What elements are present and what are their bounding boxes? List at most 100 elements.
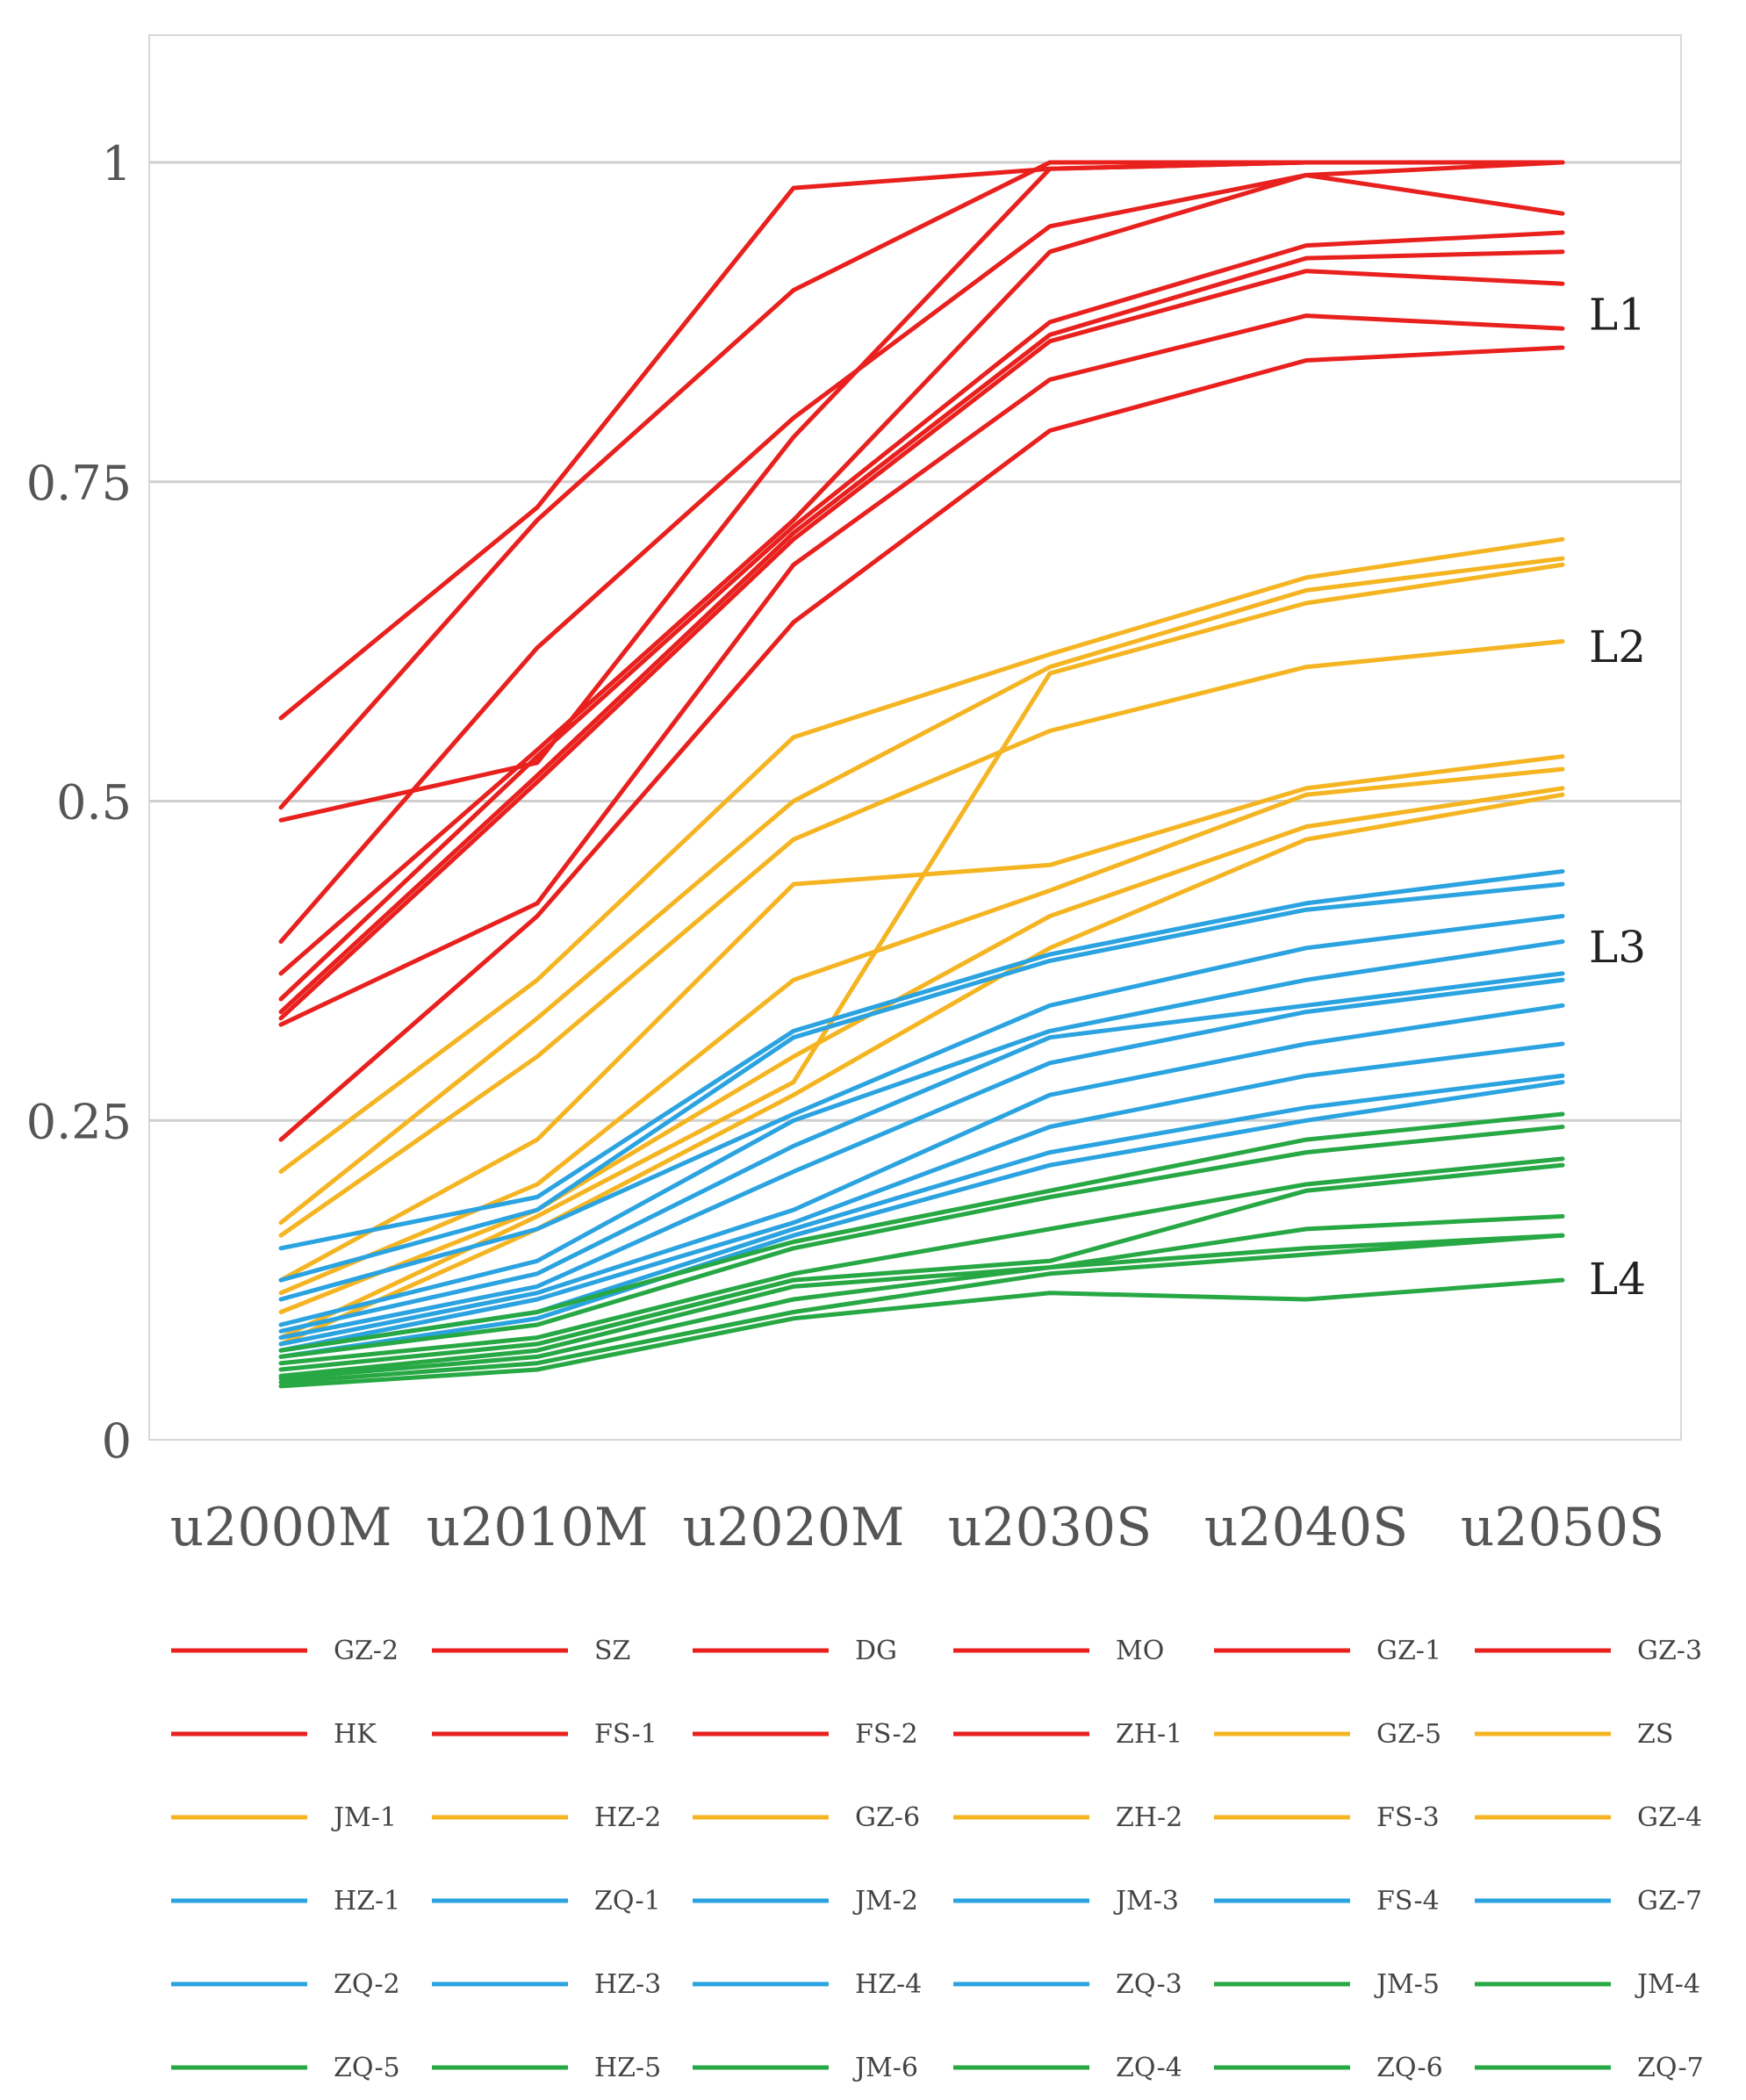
legend-label: GZ-6 [855, 1802, 920, 1833]
series-line-ZQ-6 [278, 1233, 1565, 1384]
legend-item-FS-3: FS-3 [1214, 1802, 1440, 1833]
series-line-JM-5 [278, 1111, 1565, 1353]
series-line-GZ-4 [278, 792, 1565, 1347]
legend-label: ZS [1637, 1719, 1673, 1750]
series-line-ZQ-2 [278, 1003, 1565, 1347]
series-line-GZ-1 [278, 173, 1565, 976]
series-line-ZH-1 [278, 345, 1565, 1142]
legend-label: FS-2 [855, 1719, 918, 1750]
legend-item-JM-3: JM-3 [953, 1886, 1179, 1917]
series-line-JM-2 [278, 914, 1565, 1302]
series-line-JM-6 [278, 1213, 1565, 1378]
level-label: L2 [1589, 622, 1646, 672]
legend-label: ZQ-7 [1637, 2053, 1704, 2083]
level-label: L1 [1589, 290, 1646, 341]
legend-label: JM-2 [852, 1886, 918, 1917]
legend-label: ZH-2 [1116, 1802, 1182, 1833]
legend-label: JM-5 [1374, 1969, 1440, 2000]
legend-item-GZ-7: GZ-7 [1475, 1886, 1702, 1917]
series-line-GZ-3 [278, 230, 1565, 1002]
series-line-SZ [278, 160, 1565, 810]
series-line-FS-4 [278, 971, 1565, 1334]
legend-label: HZ-5 [594, 2053, 661, 2083]
plot-frame [148, 34, 1682, 1441]
legend-item-GZ-6: GZ-6 [693, 1802, 920, 1833]
legend-label: SZ [594, 1636, 630, 1666]
legend-item-DG: DG [693, 1636, 897, 1666]
y-tick-label: 1 [102, 136, 132, 191]
legend-label: ZQ-1 [594, 1886, 661, 1917]
legend-label: GZ-3 [1637, 1636, 1702, 1666]
legend-item-MO: MO [953, 1636, 1164, 1666]
series-line-JM-4 [278, 1125, 1565, 1359]
series-line-FS-1 [278, 269, 1565, 1021]
legend-item-HZ-1: HZ-1 [171, 1886, 400, 1917]
legend-item-HZ-4: HZ-4 [693, 1969, 922, 2000]
series-line-ZQ-5 [278, 1156, 1565, 1366]
legend-item-ZQ-6: ZQ-6 [1214, 2053, 1443, 2083]
legend-item-SZ: SZ [432, 1636, 630, 1666]
x-tick-label: u2020M [683, 1497, 905, 1558]
series-line-GZ-6 [278, 766, 1565, 1296]
legend-item-FS-1: FS-1 [432, 1719, 657, 1750]
legend-label: ZQ-6 [1376, 2053, 1443, 2083]
x-tick-label: u2000M [170, 1497, 392, 1558]
x-tick-label: u2050S [1461, 1497, 1664, 1558]
legend-label: HZ-3 [594, 1969, 661, 2000]
legend-item-JM-6: JM-6 [693, 2053, 918, 2083]
legend-item-ZH-2: ZH-2 [953, 1802, 1182, 1833]
legend-label: HZ-1 [334, 1886, 400, 1917]
series-line-JM-1 [278, 639, 1565, 1238]
legend-item-HZ-3: HZ-3 [432, 1969, 661, 2000]
series-line-DG [278, 160, 1565, 823]
legend-item-HZ-2: HZ-2 [432, 1802, 661, 1833]
legend-item-HZ-5: HZ-5 [432, 2053, 661, 2083]
x-tick-label: u2010M [427, 1497, 649, 1558]
legend-label: HZ-4 [855, 1969, 922, 2000]
legend-label: FS-3 [1376, 1802, 1440, 1833]
legend: GZ-2 SZ DG MO GZ-1 GZ-3 HK FS-1 FS-2 ZH-1 GZ-5 ZS JM… [171, 1636, 1704, 2083]
series-line-HZ-3 [278, 1041, 1565, 1353]
legend-item-ZH-1: ZH-1 [953, 1719, 1182, 1750]
legend-item-JM-1: JM-1 [171, 1802, 397, 1833]
legend-label: MO [1116, 1636, 1164, 1666]
legend-label: ZQ-4 [1116, 2053, 1182, 2083]
x-axis: u2000M u2010M u2020M u2030S u2040S u2050S [170, 1497, 1665, 1558]
legend-label: GZ-7 [1637, 1886, 1702, 1917]
series-line-FS-3 [278, 562, 1565, 1341]
y-tick-label: 0.25 [26, 1094, 132, 1149]
legend-label: ZQ-2 [334, 1969, 400, 2000]
series-lines [278, 160, 1565, 1389]
x-tick-label: u2030S [948, 1497, 1152, 1558]
series-line-ZQ-7 [278, 1277, 1565, 1389]
legend-item-ZQ-5: ZQ-5 [171, 2053, 400, 2083]
legend-label: HK [334, 1719, 377, 1750]
x-tick-label: u2040S [1204, 1497, 1408, 1558]
legend-item-JM-5: JM-5 [1214, 1969, 1440, 2000]
series-line-ZQ-4 [278, 1233, 1565, 1381]
y-tick-label: 0 [102, 1413, 132, 1469]
legend-item-GZ-4: GZ-4 [1475, 1802, 1702, 1833]
series-line-HZ-5 [278, 1162, 1565, 1372]
legend-item-ZQ-3: ZQ-3 [953, 1969, 1182, 2000]
series-line-ZH-2 [278, 786, 1565, 1314]
legend-label: JM-6 [852, 2053, 918, 2083]
legend-item-JM-2: JM-2 [693, 1886, 918, 1917]
series-line-JM-3 [278, 939, 1565, 1327]
series-line-FS-2 [278, 313, 1565, 1027]
legend-label: ZQ-3 [1116, 1969, 1182, 2000]
legend-item-ZQ-7: ZQ-7 [1475, 2053, 1704, 2083]
legend-item-ZQ-2: ZQ-2 [171, 1969, 400, 2000]
y-tick-label: 0.5 [56, 775, 132, 831]
legend-label: FS-4 [1376, 1886, 1440, 1917]
legend-item-ZS: ZS [1475, 1719, 1673, 1750]
series-line-GZ-5 [278, 536, 1565, 1174]
series-line-ZQ-3 [278, 1080, 1565, 1359]
legend-item-GZ-2: GZ-2 [171, 1636, 399, 1666]
legend-item-ZQ-1: ZQ-1 [432, 1886, 661, 1917]
series-line-ZS [278, 556, 1565, 1226]
series-line-HZ-1 [278, 869, 1565, 1251]
legend-label: ZH-1 [1116, 1719, 1182, 1750]
